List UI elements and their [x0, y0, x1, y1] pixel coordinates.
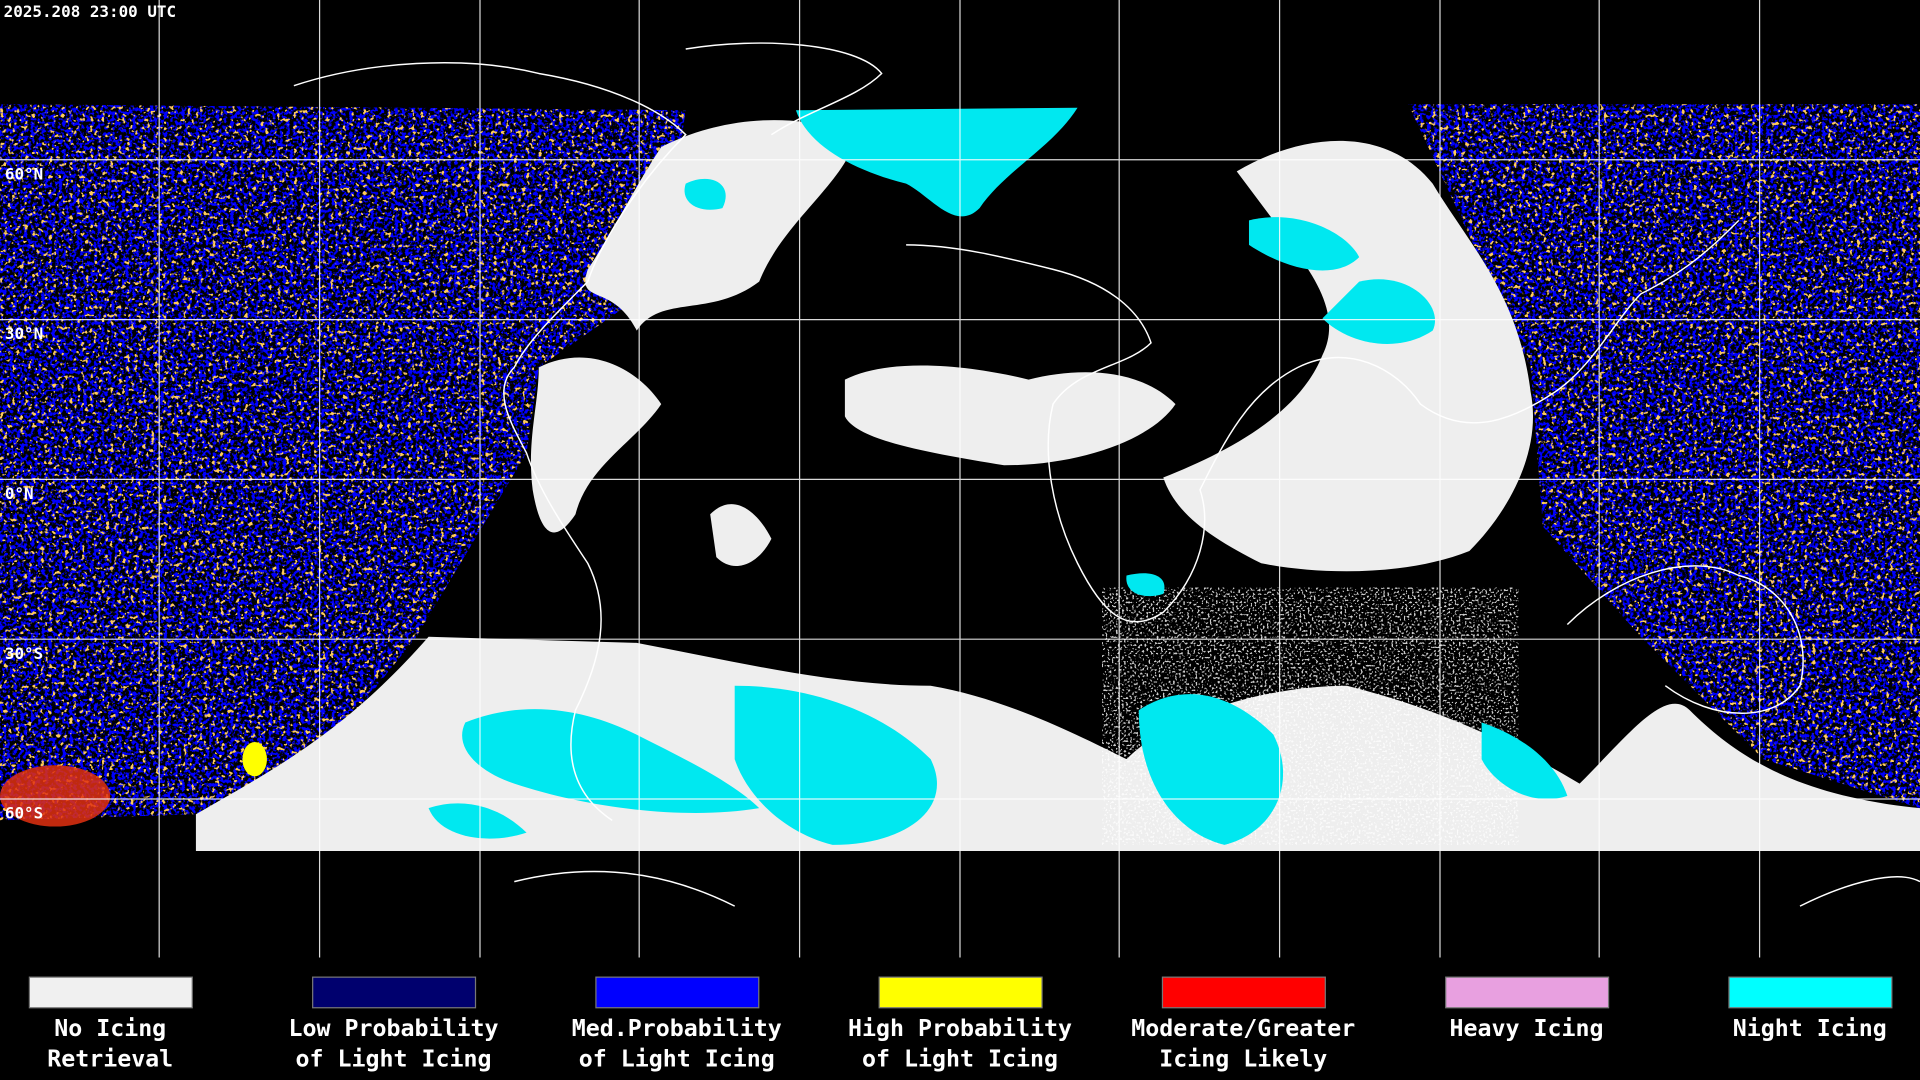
night-icing — [428, 107, 1568, 845]
legend-label: of Light Icing — [579, 1046, 775, 1073]
timestamp: 2025.208 23:00 UTC — [4, 2, 176, 21]
legend-label: Retrieval — [47, 1046, 173, 1073]
legend-swatch — [1445, 976, 1610, 1009]
legend-label: of Light Icing — [862, 1046, 1058, 1073]
legend-label: No Icing — [54, 1015, 166, 1042]
legend-label: Icing Likely — [1159, 1046, 1327, 1073]
icing-patch — [0, 765, 111, 827]
coastlines — [293, 42, 1920, 907]
legend-item: Heavy Icing — [1445, 976, 1610, 1042]
legend-swatch — [595, 976, 760, 1009]
legend: No Icing Retrieval Low Probability of Light… — [28, 976, 1893, 1073]
icing-patch — [242, 742, 267, 777]
legend-label: Night Icing — [1733, 1015, 1887, 1042]
legend-item: High Probability of Light Icing — [848, 976, 1072, 1073]
legend-label: High Probability — [848, 1015, 1072, 1042]
legend-label: Heavy Icing — [1450, 1015, 1604, 1042]
latitude-label: 30°S — [5, 644, 43, 663]
legend-swatch — [1161, 976, 1326, 1009]
legend-item: No Icing Retrieval — [28, 976, 193, 1073]
latitude-label: 60°N — [5, 164, 43, 183]
latitude-label: 0°N — [5, 484, 34, 503]
legend-item: Low Probability of Light Icing — [288, 976, 498, 1073]
graticule — [0, 0, 1920, 958]
legend-swatch — [28, 976, 193, 1009]
latitude-labels: 60°N 30°N 0°N 30°S 60°S — [5, 164, 43, 822]
legend-label: Low Probability — [288, 1015, 498, 1042]
legend-item: Med.Probability of Light Icing — [572, 976, 782, 1073]
latitude-label: 30°N — [5, 324, 43, 343]
legend-label: Moderate/Greater — [1131, 1015, 1355, 1042]
legend-swatch — [878, 976, 1043, 1009]
legend-item: Night Icing — [1728, 976, 1893, 1042]
legend-label: of Light Icing — [295, 1046, 491, 1073]
legend-label: Med.Probability — [572, 1015, 782, 1042]
legend-item: Moderate/Greater Icing Likely — [1131, 976, 1355, 1073]
legend-swatch — [312, 976, 477, 1009]
latitude-label: 60°S — [5, 804, 43, 823]
legend-swatch — [1728, 976, 1893, 1009]
